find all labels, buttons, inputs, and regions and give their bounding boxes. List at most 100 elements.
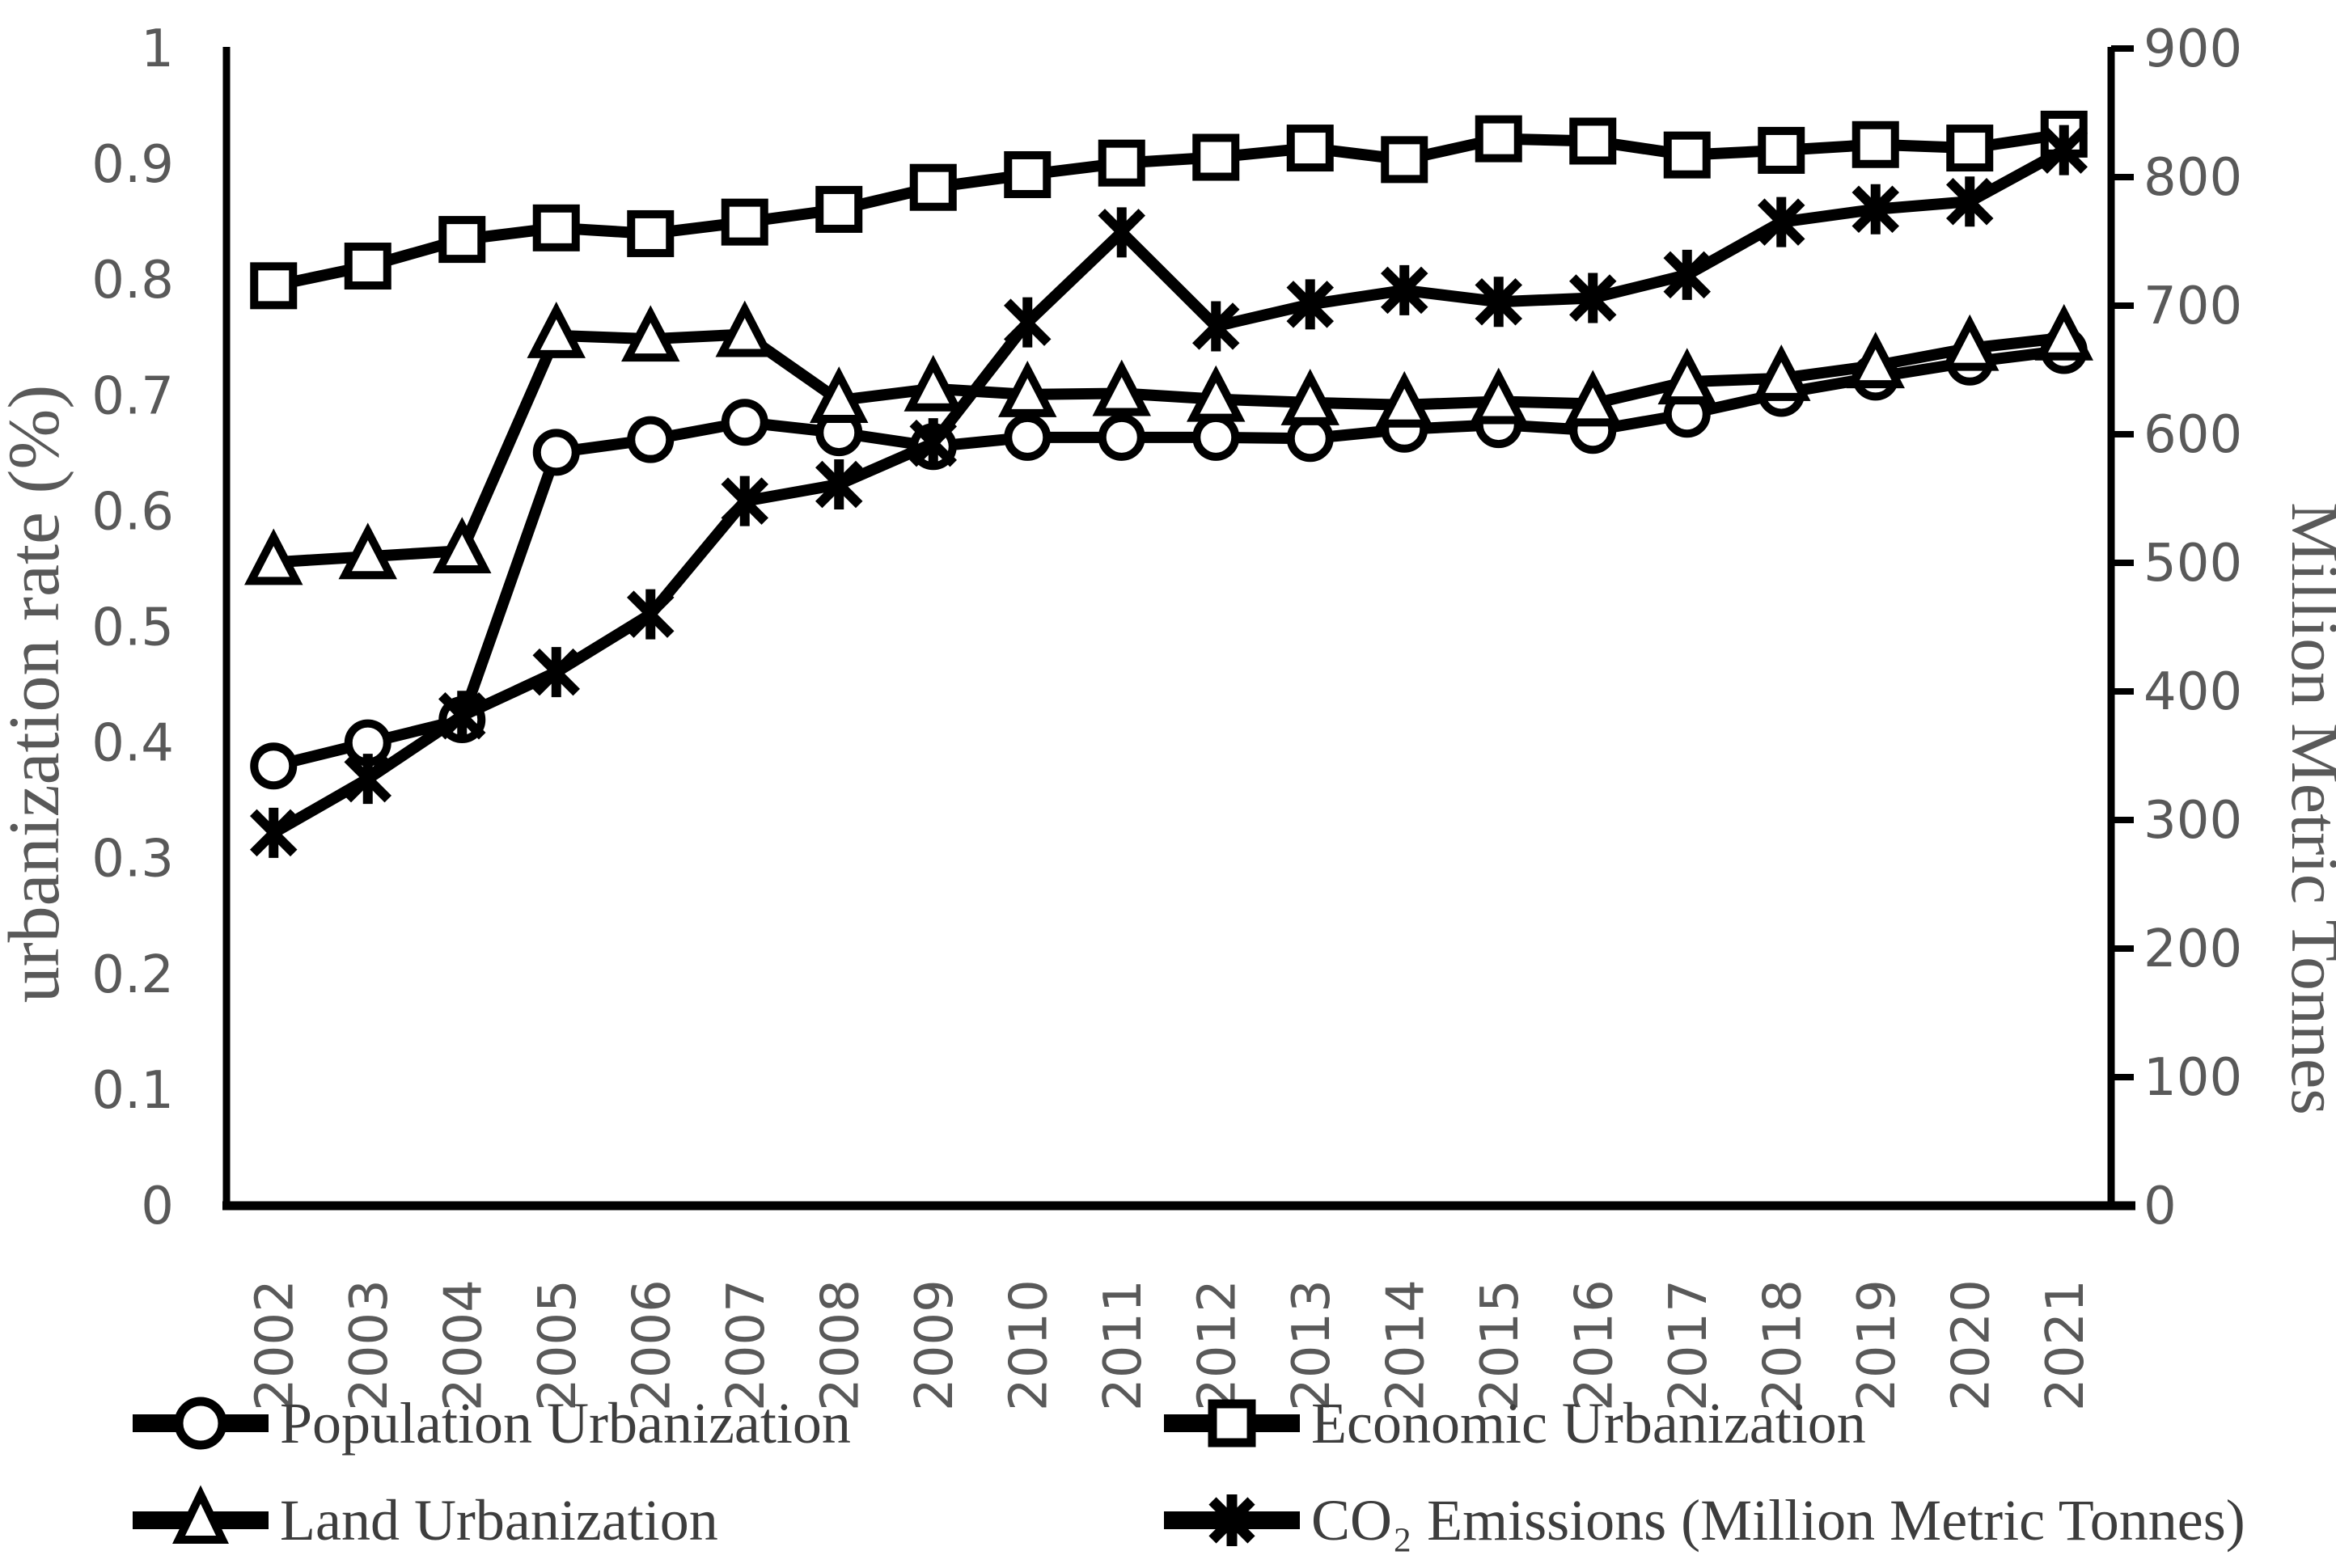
data-point-marker bbox=[1475, 115, 1522, 163]
data-point-marker bbox=[1469, 367, 1528, 425]
left-axis-tick-label: 0.7 bbox=[91, 366, 174, 426]
left-axis-tick-label: 0.8 bbox=[91, 251, 174, 311]
data-point-marker bbox=[1092, 359, 1151, 416]
data-point-marker bbox=[627, 416, 675, 463]
data-point-marker bbox=[1381, 136, 1428, 184]
right-axis-tick-label: 200 bbox=[2143, 919, 2242, 979]
x-axis-tick-label: 2008 bbox=[810, 1279, 870, 1411]
left-axis-tick-label: 0.5 bbox=[91, 598, 174, 658]
x-axis-tick-label: 2007 bbox=[717, 1279, 777, 1411]
data-point-marker bbox=[1758, 126, 1805, 174]
data-point-marker bbox=[1752, 344, 1811, 401]
right-axis-tick-label: 100 bbox=[2143, 1048, 2242, 1108]
legend-item-population-urbanization: Population Urbanization bbox=[129, 1384, 851, 1462]
data-point-marker bbox=[527, 302, 586, 358]
x-axis-tick-label: 2020 bbox=[1941, 1279, 2001, 1411]
data-point-marker bbox=[344, 243, 391, 290]
right-axis-tick-label: 300 bbox=[2143, 791, 2242, 851]
data-point-marker bbox=[1569, 274, 1617, 322]
data-point-marker bbox=[1286, 125, 1334, 172]
data-point-marker bbox=[904, 354, 963, 412]
data-point-marker bbox=[1758, 198, 1805, 246]
data-point-marker bbox=[1286, 281, 1334, 328]
series-economic-urbanization bbox=[250, 110, 2088, 310]
data-point-marker bbox=[909, 163, 957, 211]
right-axis-tick-label: 400 bbox=[2143, 662, 2242, 722]
x-axis-tick-label: 2017 bbox=[1659, 1279, 1719, 1411]
left-axis-tick-label: 0.9 bbox=[91, 135, 174, 195]
x-axis-tick-label: 2019 bbox=[1847, 1279, 1907, 1411]
data-point-marker bbox=[244, 528, 303, 585]
data-point-marker bbox=[1004, 150, 1052, 198]
data-point-marker bbox=[715, 300, 774, 357]
data-point-marker bbox=[1663, 131, 1711, 179]
x-axis-tick-label: 2011 bbox=[1094, 1279, 1153, 1411]
left-axis-title: urbanization rate (%) bbox=[0, 385, 74, 1004]
data-point-marker bbox=[438, 691, 486, 740]
circle-marker-icon bbox=[133, 1397, 269, 1450]
left-axis-tick-label: 0.6 bbox=[91, 482, 174, 542]
x-axis-tick-label: 2015 bbox=[1471, 1279, 1530, 1411]
left-axis-tick-label: 1 bbox=[141, 19, 174, 79]
data-point-marker bbox=[909, 419, 957, 467]
right-axis-tick-label: 800 bbox=[2143, 148, 2242, 208]
data-point-marker bbox=[721, 198, 768, 246]
data-point-marker bbox=[1569, 117, 1617, 165]
right-axis-tick-label: 900 bbox=[2143, 19, 2242, 79]
x-axis-tick-label: 2003 bbox=[340, 1279, 400, 1411]
data-point-marker bbox=[721, 399, 768, 446]
data-point-marker bbox=[1192, 302, 1240, 350]
data-point-marker bbox=[1846, 332, 1905, 389]
legend-label: CO₂ Emissions (Million Metric Tonnes) bbox=[1311, 1488, 2245, 1553]
series-land-urbanization bbox=[244, 300, 2093, 585]
data-point-marker bbox=[815, 185, 863, 233]
right-axis-title: Million Metric Tonnes bbox=[2277, 502, 2336, 1115]
legend-label: Land Urbanization bbox=[280, 1488, 718, 1553]
data-point-marker bbox=[532, 204, 580, 251]
left-axis-tick-label: 0.1 bbox=[91, 1061, 174, 1121]
data-point-marker bbox=[1475, 277, 1522, 326]
data-point-marker bbox=[250, 742, 298, 790]
x-axis-tick-label: 2018 bbox=[1753, 1279, 1813, 1411]
x-axis-tick-label: 2016 bbox=[1564, 1279, 1624, 1411]
square-marker-icon bbox=[1164, 1399, 1300, 1448]
x-axis-tick-label: 2004 bbox=[434, 1279, 493, 1411]
left-axis-tick-label: 0.3 bbox=[91, 830, 174, 890]
data-point-marker bbox=[1946, 125, 1994, 172]
right-axis-tick-label: 0 bbox=[2143, 1177, 2177, 1236]
data-point-marker bbox=[344, 754, 391, 803]
x-axis-tick-label: 2005 bbox=[528, 1279, 588, 1411]
data-point-marker bbox=[338, 522, 397, 580]
data-point-marker bbox=[1663, 251, 1711, 299]
data-point-marker bbox=[1851, 120, 1899, 168]
data-point-marker bbox=[532, 648, 580, 696]
left-axis-tick-label: 0.4 bbox=[91, 714, 174, 774]
data-point-marker bbox=[1946, 177, 1994, 226]
data-point-marker bbox=[433, 517, 492, 574]
asterisk-marker-icon bbox=[1164, 1494, 1300, 1546]
data-point-marker bbox=[438, 216, 486, 264]
data-point-marker bbox=[1004, 413, 1052, 461]
x-axis-tick-label: 2021 bbox=[2036, 1279, 2096, 1411]
legend-label: Economic Urbanization bbox=[1311, 1391, 1866, 1456]
data-point-marker bbox=[621, 305, 680, 362]
x-axis-tick-label: 2012 bbox=[1187, 1279, 1247, 1411]
data-point-marker bbox=[250, 809, 298, 857]
data-point-marker bbox=[1192, 133, 1240, 181]
left-axis-tick-label: 0.2 bbox=[91, 945, 174, 1005]
data-point-marker bbox=[1940, 314, 2000, 371]
data-point-marker bbox=[1187, 365, 1246, 422]
data-point-marker bbox=[1280, 369, 1339, 425]
data-point-marker bbox=[1098, 209, 1145, 256]
data-point-marker bbox=[1192, 413, 1240, 461]
data-point-marker bbox=[1851, 185, 1899, 233]
legend-label: Population Urbanization bbox=[280, 1391, 851, 1456]
data-point-marker bbox=[250, 262, 298, 310]
series-co-emissions-million-metric-tonnes bbox=[250, 125, 2088, 858]
right-axis-tick-label: 600 bbox=[2143, 405, 2242, 465]
left-axis-tick-label: 0 bbox=[141, 1177, 174, 1236]
data-point-marker bbox=[532, 429, 580, 476]
data-point-marker bbox=[1098, 139, 1145, 187]
